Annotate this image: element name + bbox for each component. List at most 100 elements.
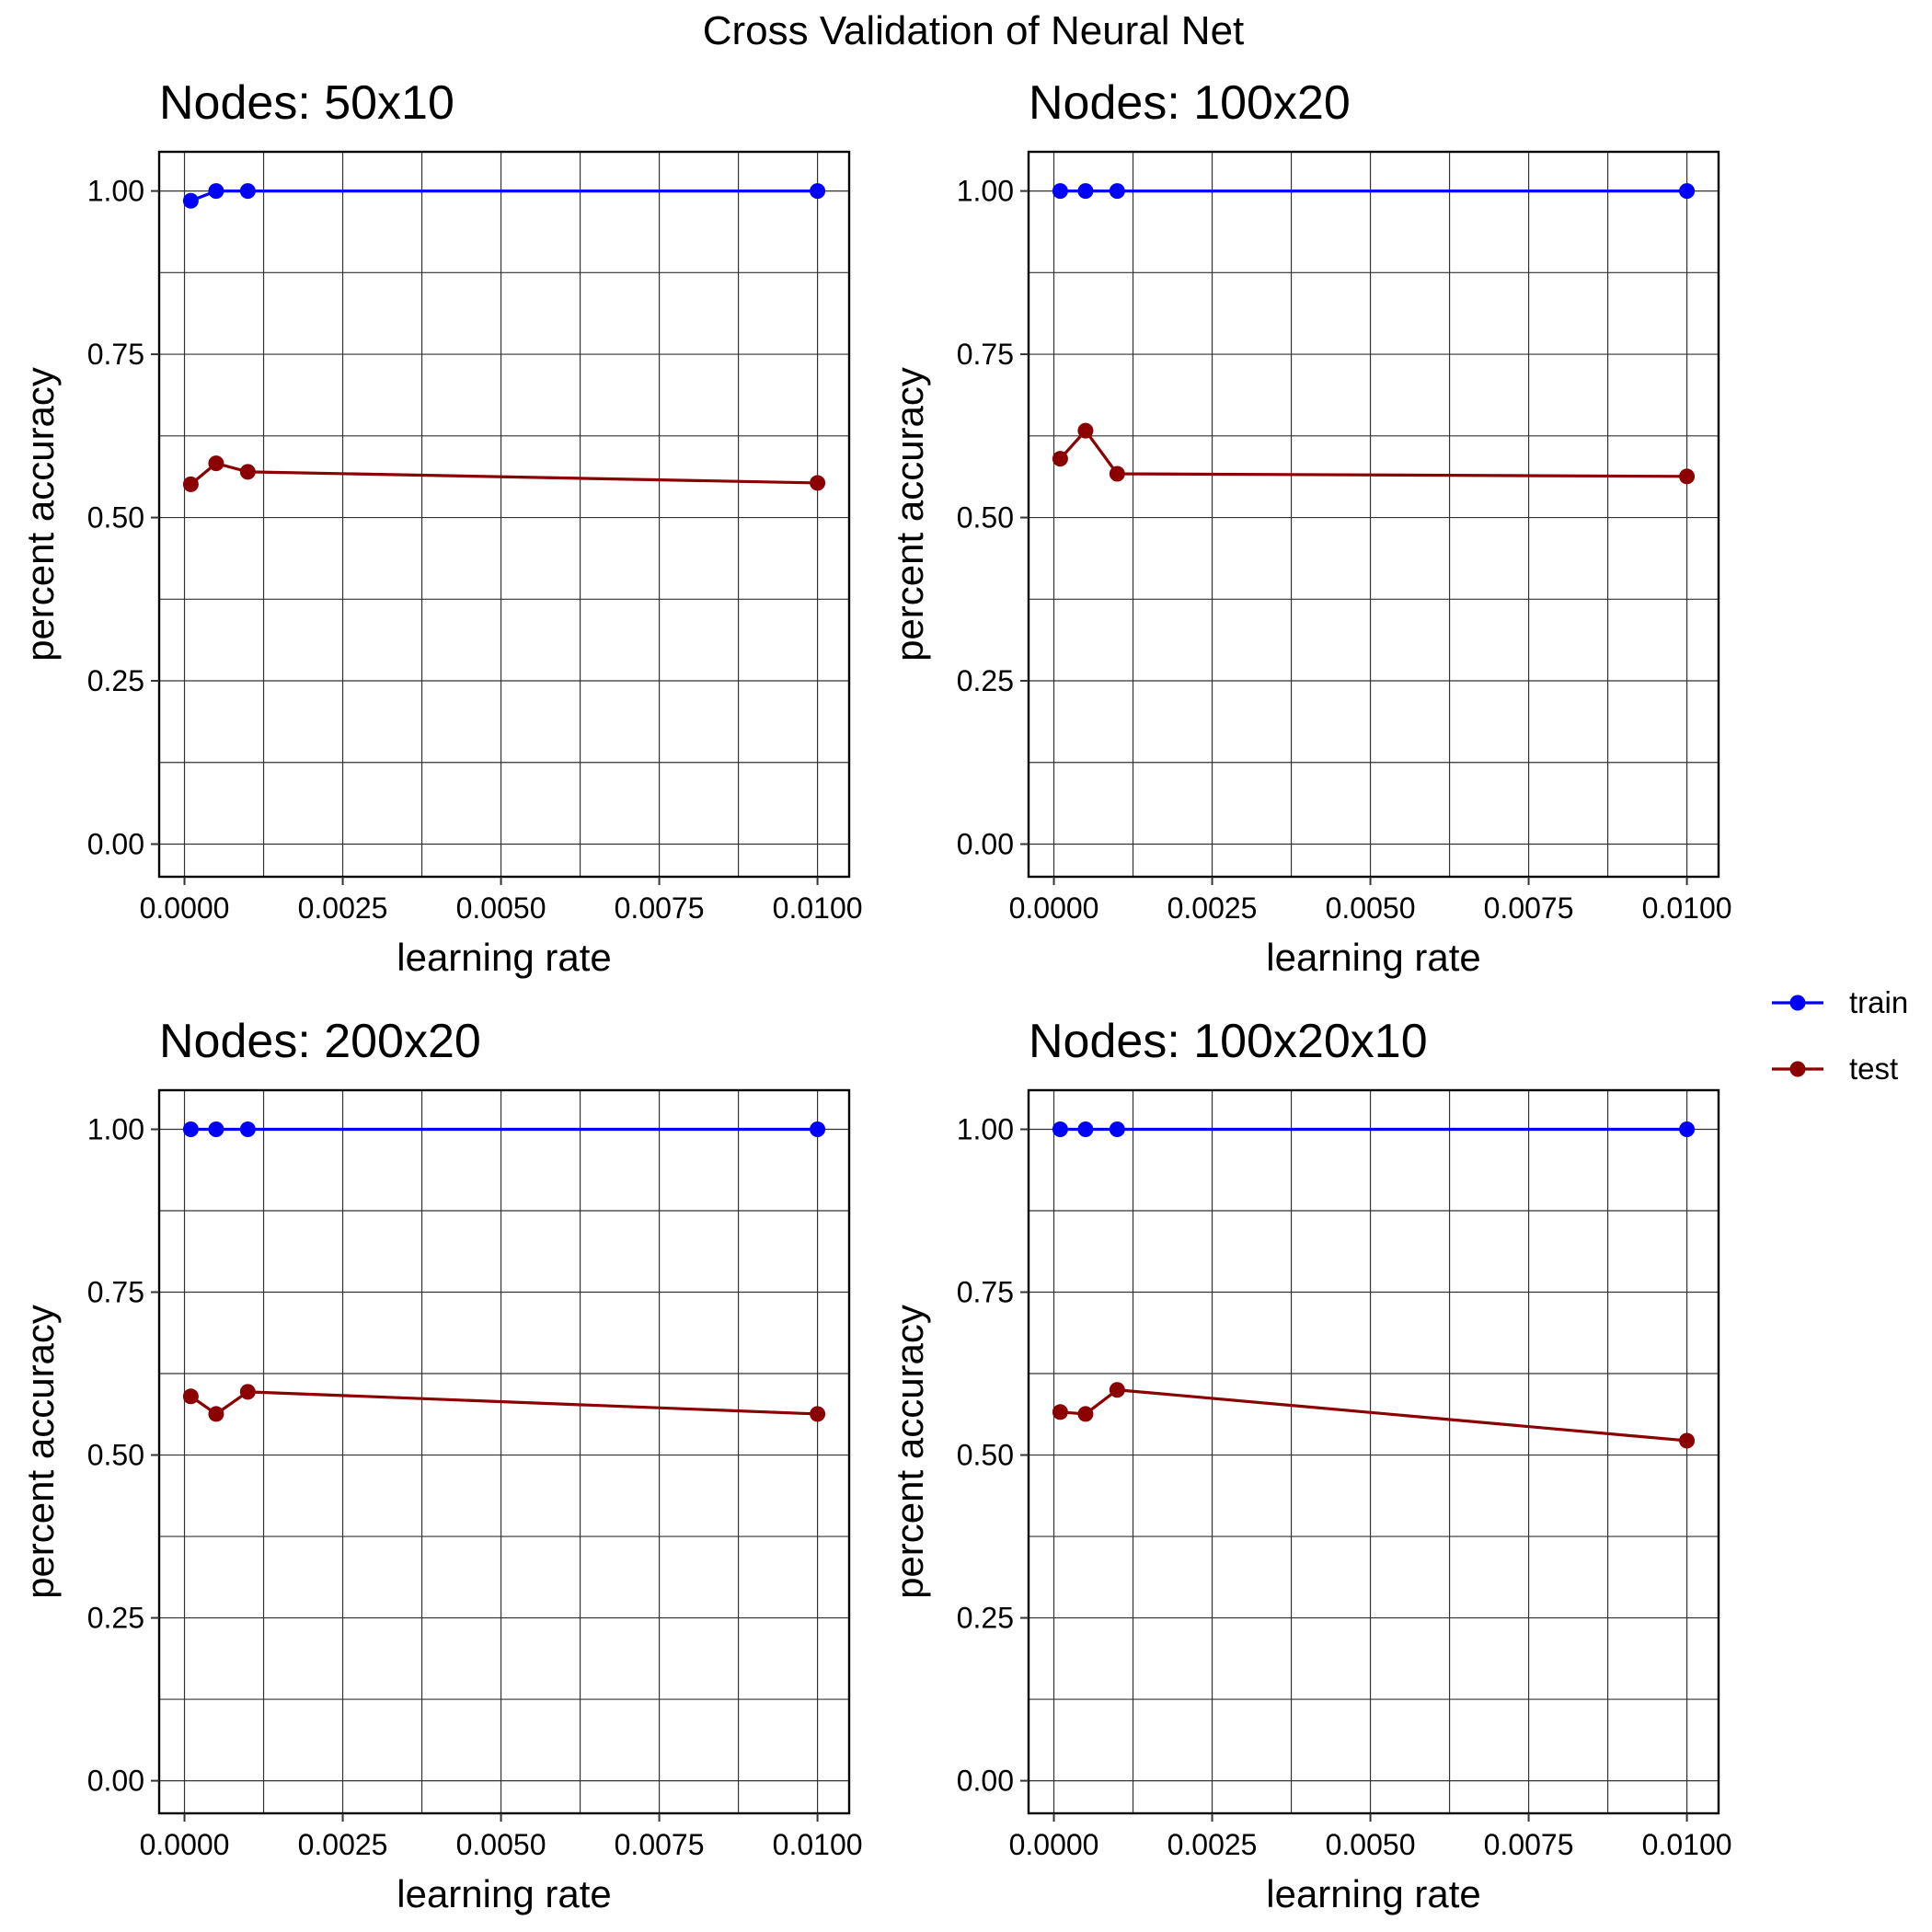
panel-border [1027,150,1720,879]
legend-entry-test: test [1772,1052,1898,1086]
y-tick-label: 0.00 [87,1765,144,1798]
data-point [1109,1121,1125,1137]
data-point [239,464,256,480]
x-tick-label: 0.0075 [1484,891,1574,925]
data-point [182,1388,199,1405]
panel-title: Nodes: 50x10 [159,76,454,130]
legend-label: test [1849,1052,1898,1086]
y-tick-label: 0.50 [957,501,1014,535]
x-tick-label: 0.0100 [1642,1828,1732,1861]
data-point [1679,468,1696,485]
y-axis-label: percent accuracy [18,367,62,661]
x-axis-label: learning rate [397,936,611,979]
y-tick-label: 0.75 [957,338,1014,371]
data-point [810,1406,826,1422]
y-axis-label: percent accuracy [888,367,931,661]
legend-entry-train: train [1772,985,1908,1019]
y-tick-label: 0.25 [957,1602,1014,1635]
x-tick-label: 0.0000 [140,891,230,925]
data-point [208,455,224,472]
x-tick-label: 0.0100 [773,1828,863,1861]
data-point [1109,466,1125,482]
panel-title: Nodes: 200x20 [159,1015,481,1068]
x-tick-label: 0.0050 [456,891,546,925]
plot-background [1029,1090,1719,1813]
x-tick-label: 0.0075 [1484,1828,1574,1861]
legend-key-point [1789,1061,1806,1077]
data-point [239,1384,256,1400]
y-tick-label: 1.00 [87,1112,144,1145]
series-line [190,462,818,486]
y-tick-label: 0.25 [87,664,144,697]
y-tick-label: 0.25 [957,664,1014,697]
data-point [1077,422,1094,439]
data-point [208,183,224,200]
x-tick-label: 0.0025 [298,1828,388,1861]
y-tick-label: 0.00 [87,828,144,861]
panel-border [1027,1088,1720,1815]
y-tick-label: 0.25 [87,1602,144,1635]
data-point [1679,183,1696,200]
y-tick-label: 0.50 [87,501,144,535]
plot-background [159,1090,849,1813]
x-tick-label: 0.0050 [1326,1828,1416,1861]
series-train [1052,1121,1696,1137]
x-tick-label: 0.0050 [1326,891,1416,925]
data-point [1077,1406,1094,1422]
data-point [1679,1121,1696,1137]
x-axis-label: learning rate [1266,936,1480,979]
panel-title: Nodes: 100x20 [1029,76,1351,130]
legend: train test [1772,985,1908,1086]
gridlines [1029,152,1719,877]
y-tick-label: 0.00 [957,1765,1014,1798]
series-line [1059,429,1687,478]
data-point [239,183,256,200]
data-point [1052,1121,1068,1137]
data-point [239,1121,256,1137]
y-tick-label: 1.00 [957,175,1014,208]
data-point [1077,1121,1094,1137]
gridlines [1029,1090,1719,1813]
gridlines [159,1090,849,1813]
series-line [1060,1388,1687,1443]
chart-panel-3: 0.0000 0.0025 0.0050 0.0075 0.0100 0.00 0.25 0.… [18,1015,863,1915]
chart-panel-1: 0.0000 0.0025 0.0050 0.0075 0.0100 0.00 0.25 0.… [18,76,863,979]
y-tick-label: 0.00 [957,828,1014,861]
y-tick-label: 0.50 [957,1439,1014,1472]
panel-title: Nodes: 100x20x10 [1029,1015,1428,1068]
chart-panel-4: 0.0000 0.0025 0.0050 0.0075 0.0100 0.00 0.25 0.… [888,1015,1732,1915]
y-tick-label: 0.75 [957,1276,1014,1309]
plot-background [1029,152,1719,877]
x-tick-label: 0.0025 [1167,1828,1258,1861]
data-point [182,1121,199,1137]
x-tick-label: 0.0075 [615,891,705,925]
x-tick-label: 0.0000 [1009,1828,1099,1861]
chart-panel-2: 0.0000 0.0025 0.0050 0.0075 0.0100 0.00 0.25 0.… [888,76,1732,979]
data-point [810,475,826,491]
series-test [1052,1382,1696,1449]
series-line [190,1390,818,1416]
data-point [208,1406,224,1422]
x-tick-label: 0.0100 [1642,891,1732,925]
x-tick-label: 0.0100 [773,891,863,925]
data-point [810,183,826,200]
data-point [1052,183,1068,200]
legend-key-point [1789,995,1806,1011]
panel-border [157,1088,851,1815]
y-tick-label: 0.75 [87,338,144,371]
x-tick-label: 0.0000 [1009,891,1099,925]
y-tick-label: 1.00 [87,175,144,208]
x-tick-label: 0.0025 [1167,891,1258,925]
data-point [1679,1432,1696,1449]
x-tick-label: 0.0000 [140,1828,230,1861]
data-point [182,476,199,492]
series-train [182,183,826,209]
series-test [1052,422,1696,485]
data-point [810,1121,826,1137]
x-tick-label: 0.0025 [298,891,388,925]
data-point [1052,1404,1068,1420]
y-tick-label: 0.50 [87,1439,144,1472]
data-point [208,1121,224,1137]
y-axis-label: percent accuracy [18,1305,62,1599]
